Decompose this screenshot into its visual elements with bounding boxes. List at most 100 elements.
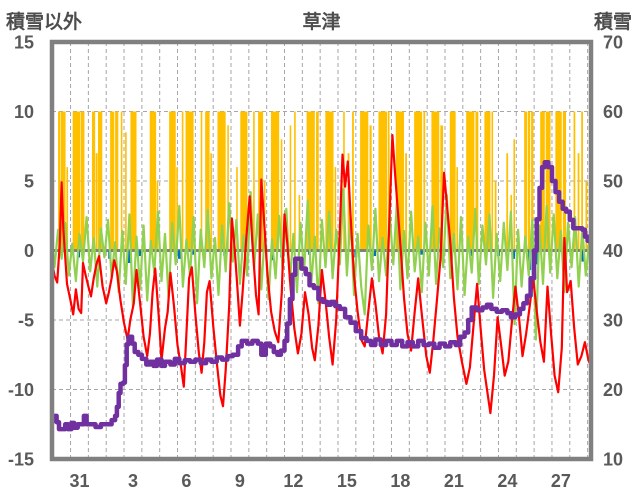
sunshine-bar: [466, 111, 475, 251]
sunshine-bar: [513, 139, 516, 251]
sunshine-bar: [210, 153, 212, 251]
sunshine-bar: [456, 167, 458, 251]
left-tick-label: -15: [8, 450, 34, 470]
sunshine-bar: [200, 111, 203, 251]
sunshine-bar: [110, 111, 115, 251]
chart-title: 草津: [302, 12, 341, 33]
precipitation-bar: [177, 250, 181, 259]
sunshine-bar: [294, 111, 296, 251]
x-tick-label: 15: [337, 471, 357, 491]
sunshine-bar: [491, 111, 494, 251]
sunshine-bar: [325, 111, 334, 251]
left-tick-label: 10: [14, 102, 34, 122]
right-tick-label: 70: [603, 33, 623, 53]
left-tick-label: 5: [24, 172, 34, 192]
sunshine-bar: [494, 181, 497, 251]
sunshine-bar: [527, 111, 531, 251]
sunshine-bar: [298, 194, 301, 251]
sunshine-bar: [72, 111, 81, 251]
sunshine-bar: [120, 111, 123, 251]
sunshine-bar: [176, 167, 178, 251]
sunshine-bar: [130, 111, 137, 251]
sunshine-bar: [449, 111, 456, 251]
sunshine-bar: [387, 111, 390, 251]
precipitation-bar: [512, 250, 516, 259]
gridlines: [52, 42, 591, 459]
precipitation-bar: [581, 250, 585, 262]
sunshine-bar: [227, 125, 229, 251]
sunshine-bar: [352, 111, 354, 251]
left-axis-title: 積雪以外: [6, 12, 83, 33]
sunshine-bar: [240, 111, 248, 251]
green-line: [52, 188, 591, 341]
right-tick-label: 50: [603, 172, 623, 192]
precipitation-bar: [373, 250, 377, 257]
sunshine-bar: [524, 111, 527, 251]
x-tick-label: 27: [551, 471, 571, 491]
left-axis-ticks: 15 10 5 0 -5 -10 -15: [8, 33, 34, 470]
sunshine-bar: [185, 111, 194, 251]
precipitation-bar: [127, 250, 131, 264]
sunshine-bar: [270, 111, 280, 251]
x-tick-label: 18: [390, 471, 410, 491]
left-tick-label: -5: [18, 311, 34, 331]
sunshine-bar: [125, 132, 127, 251]
x-tick-label: 6: [181, 471, 191, 491]
sunshine-bar: [484, 111, 491, 251]
right-tick-label: 40: [603, 241, 623, 261]
x-tick-label: 31: [69, 471, 89, 491]
sunshine-bar: [316, 111, 319, 251]
sunshine-bar: [555, 111, 562, 251]
temperature-line: [52, 134, 591, 415]
left-tick-label: -10: [8, 380, 34, 400]
snow-depth-line: [52, 159, 591, 432]
precipitation-bar: [138, 250, 142, 257]
sunshine-bar: [334, 167, 337, 251]
right-tick-label: 20: [603, 380, 623, 400]
sunshine-bar: [149, 111, 157, 251]
sunshine-bar: [66, 167, 69, 251]
sunshine-bar: [431, 111, 440, 251]
sunshine-bar: [440, 125, 444, 251]
precipitation-bar: [420, 250, 424, 255]
x-tick-label: 12: [283, 471, 303, 491]
sunshine-bar: [306, 111, 315, 251]
left-tick-label: 15: [14, 33, 34, 53]
sunshine-bar: [360, 111, 369, 251]
sunshine-bar: [378, 111, 388, 251]
sunshine-bar: [347, 153, 350, 251]
sunshine-bar: [169, 111, 176, 251]
sunshine-bar: [414, 111, 423, 251]
right-axis-ticks: 70 60 50 40 30 20 10: [603, 33, 623, 470]
sunshine-bar: [395, 111, 404, 251]
plot-border: [49, 39, 594, 462]
right-axis-title: 積雪: [593, 12, 632, 33]
sunshine-bar: [562, 111, 567, 251]
sunshine-bar: [531, 111, 534, 251]
sunshine-bar: [98, 111, 103, 251]
x-tick-label: 3: [128, 471, 138, 491]
sunshine-bar: [115, 111, 119, 251]
sunshine-bar: [95, 153, 98, 251]
sunshine-bar: [91, 111, 96, 251]
sunshine-bar: [475, 111, 479, 251]
sunshine-bar: [80, 111, 85, 251]
sunshine-bar: [577, 153, 580, 251]
sunshine-bar: [405, 153, 407, 251]
sunshine-bar: [545, 111, 551, 251]
left-tick-label: 0: [24, 241, 34, 261]
right-tick-label: 10: [603, 450, 623, 470]
sunshine-bar: [253, 111, 255, 251]
sunshine-bar: [289, 125, 292, 251]
sunshine-bar: [369, 125, 372, 251]
right-tick-label: 60: [603, 102, 623, 122]
sunshine-bar: [581, 111, 583, 251]
right-tick-label: 30: [603, 311, 623, 331]
sunshine-bar: [60, 111, 66, 251]
series: [52, 111, 591, 432]
sunshine-bar: [585, 181, 588, 251]
sunshine-bar: [280, 139, 283, 251]
sunshine-bar: [181, 111, 184, 251]
